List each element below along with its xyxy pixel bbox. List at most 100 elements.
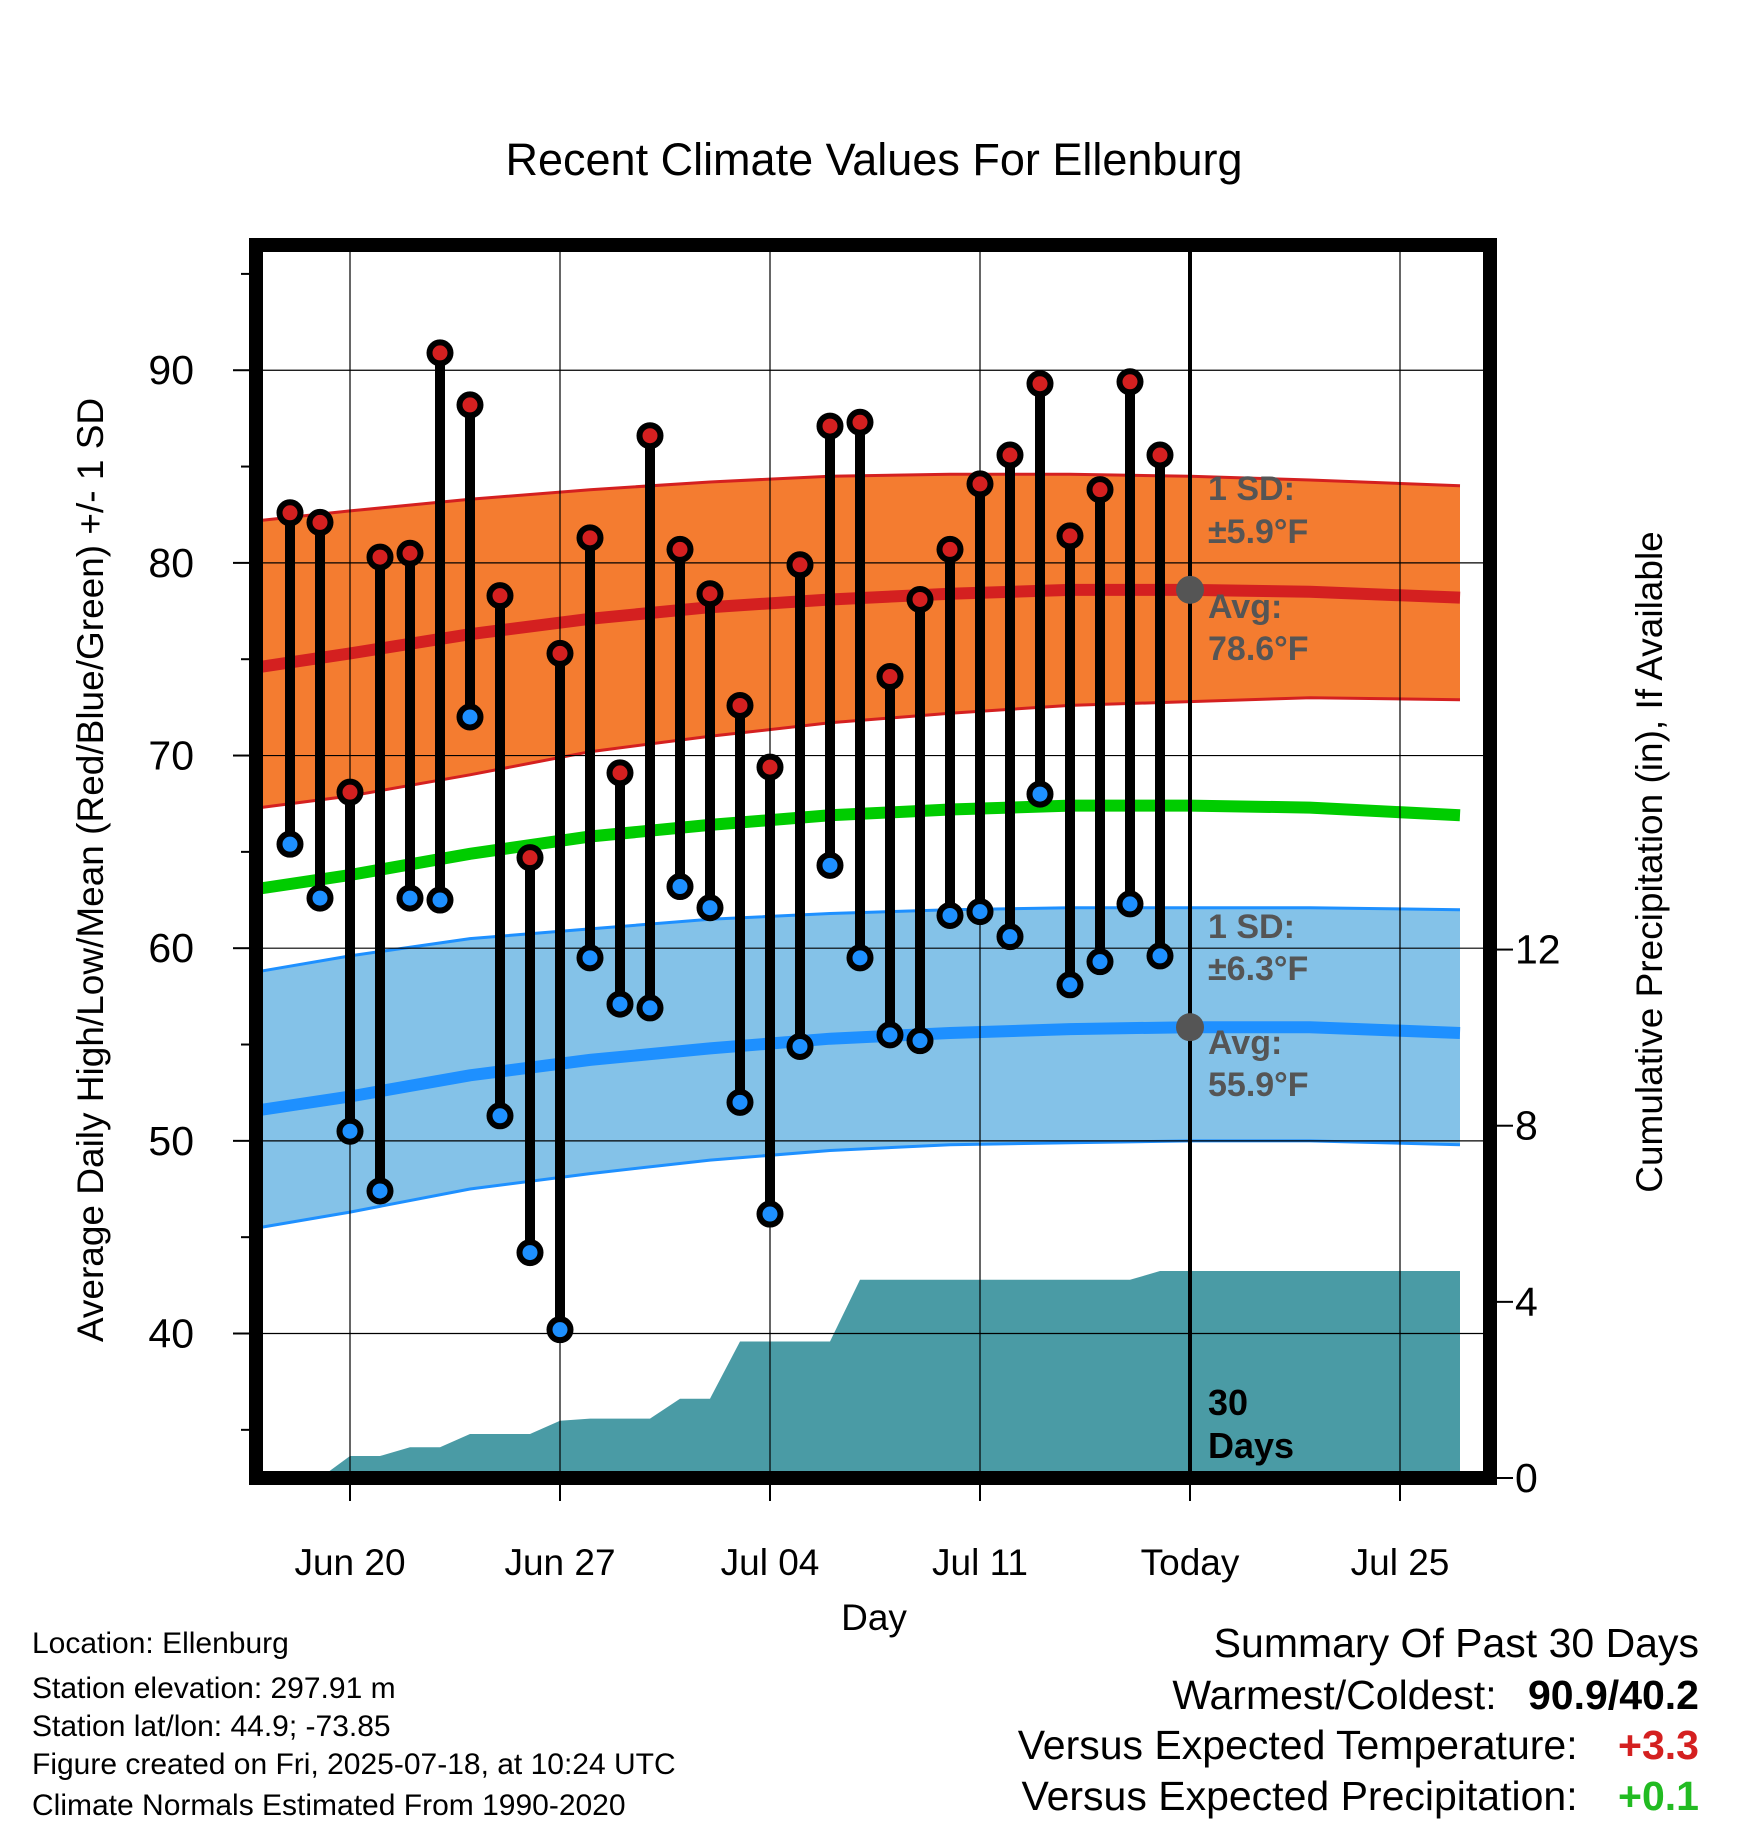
today-low-avg-marker xyxy=(1176,1013,1204,1042)
daily-high-point xyxy=(1146,441,1174,469)
summary-precip-label: Versus Expected Precipitation: xyxy=(1021,1773,1578,1819)
daily-low-point xyxy=(1056,971,1084,999)
info-elevation: Station elevation: 297.91 m xyxy=(32,1672,396,1705)
daily-high-point xyxy=(456,391,484,419)
daily-high-point xyxy=(726,691,754,719)
info-normals: Climate Normals Estimated From 1990-2020 xyxy=(32,1789,626,1822)
daily-low-point xyxy=(336,1117,364,1145)
info-location: Location: Ellenburg xyxy=(32,1627,289,1660)
low-sd-value: ±6.3°F xyxy=(1208,950,1308,988)
daily-high-point xyxy=(516,844,544,872)
y2-tick-label: 4 xyxy=(1515,1279,1538,1325)
x-tick-label: Jun 20 xyxy=(294,1542,405,1583)
daily-low-point xyxy=(1086,948,1114,976)
daily-low-point xyxy=(1026,780,1054,808)
high-sd-label: 1 SD: xyxy=(1208,470,1295,508)
daily-high-point xyxy=(486,582,514,610)
daily-low-point xyxy=(726,1088,754,1116)
low-avg-value: 55.9°F xyxy=(1208,1066,1309,1104)
daily-low-point xyxy=(396,884,424,912)
daily-low-point xyxy=(366,1177,394,1205)
low-avg-line xyxy=(259,1021,1461,1116)
y-tick-label: 90 xyxy=(148,347,194,393)
y-tick-label: 60 xyxy=(148,925,194,971)
plot-frame xyxy=(249,238,1497,1485)
daily-low-point xyxy=(666,873,694,901)
daily-high-point xyxy=(816,412,844,440)
info-created: Figure created on Fri, 2025-07-18, at 10… xyxy=(32,1748,676,1781)
chart-title: Recent Climate Values For Ellenburg xyxy=(505,134,1242,185)
daily-high-point xyxy=(846,408,874,436)
daily-high-point xyxy=(606,759,634,787)
y2-axis-label: Cumulative Precipitation (in), If Availa… xyxy=(1629,531,1670,1193)
summary-precip-value: +0.1 xyxy=(1618,1773,1699,1819)
today-high-avg-marker xyxy=(1176,575,1204,604)
y2-tick-label: 12 xyxy=(1515,927,1561,973)
daily-low-point xyxy=(966,898,994,926)
daily-high-point xyxy=(906,585,934,613)
high-sd-value: ±5.9°F xyxy=(1208,513,1308,551)
days-count-word: Days xyxy=(1208,1425,1294,1466)
daily-high-point xyxy=(1026,370,1054,398)
daily-high-point xyxy=(546,639,574,667)
daily-high-point xyxy=(876,663,904,691)
daily-high-point xyxy=(666,535,694,563)
summary-temp-value: +3.3 xyxy=(1618,1722,1699,1768)
x-axis-label: Day xyxy=(841,1597,907,1638)
y2-tick-label: 8 xyxy=(1515,1103,1538,1149)
daily-high-point xyxy=(636,422,664,450)
daily-high-point xyxy=(966,470,994,498)
daily-low-point xyxy=(936,901,964,929)
y-tick-label: 80 xyxy=(148,540,194,586)
daily-high-point xyxy=(786,551,814,579)
low-sd-label: 1 SD: xyxy=(1208,908,1295,946)
y-tick-label: 70 xyxy=(148,733,194,779)
summary-precip-row: Versus Expected Precipitation: +0.1 xyxy=(1022,1773,1700,1820)
daily-high-point xyxy=(1056,522,1084,550)
summary-temp-row: Versus Expected Temperature: +3.3 xyxy=(1018,1722,1699,1769)
summary-temp-label: Versus Expected Temperature: xyxy=(1017,1722,1578,1768)
daily-low-point xyxy=(486,1102,514,1130)
x-tick-label: Jul 25 xyxy=(1351,1542,1450,1583)
daily-high-point xyxy=(426,339,454,367)
daily-low-point xyxy=(606,990,634,1018)
daily-low-point xyxy=(456,703,484,731)
y-axis-label: Average Daily High/Low/Mean (Red/Blue/Gr… xyxy=(70,398,111,1342)
y2-tick-label: 0 xyxy=(1515,1455,1538,1501)
y-tick-label: 50 xyxy=(148,1118,194,1164)
daily-high-point xyxy=(366,543,394,571)
days-count-number: 30 xyxy=(1208,1382,1248,1423)
high-avg-value: 78.6°F xyxy=(1208,630,1309,668)
daily-high-point xyxy=(276,499,304,527)
daily-low-point xyxy=(576,944,604,972)
daily-low-point xyxy=(846,944,874,972)
daily-high-point xyxy=(396,539,424,567)
daily-high-point xyxy=(1116,368,1144,396)
low-avg-label: Avg: xyxy=(1208,1024,1282,1062)
high-avg-label: Avg: xyxy=(1208,588,1282,626)
daily-high-point xyxy=(1086,476,1114,504)
daily-high-point xyxy=(936,535,964,563)
x-tick-label: Today xyxy=(1141,1542,1240,1583)
x-tick-label: Jul 04 xyxy=(721,1542,820,1583)
daily-low-point xyxy=(426,886,454,914)
daily-high-point xyxy=(336,778,364,806)
daily-low-point xyxy=(786,1032,814,1060)
daily-low-point xyxy=(996,923,1024,951)
daily-low-point xyxy=(546,1316,574,1344)
x-tick-label: Jul 11 xyxy=(932,1542,1028,1583)
daily-high-point xyxy=(756,753,784,781)
daily-low-point xyxy=(1116,890,1144,918)
summary-warmest-label: Warmest/Coldest: xyxy=(1172,1672,1497,1718)
summary-warmest-row: Warmest/Coldest: 90.9/40.2 xyxy=(1172,1672,1699,1719)
x-tick-label: Jun 27 xyxy=(504,1542,615,1583)
daily-low-point xyxy=(816,851,844,879)
low-band-upper-edge xyxy=(259,906,1461,973)
daily-high-point xyxy=(996,441,1024,469)
info-latlon: Station lat/lon: 44.9; -73.85 xyxy=(32,1710,391,1743)
y-tick-label: 40 xyxy=(148,1311,194,1357)
daily-low-point xyxy=(306,884,334,912)
daily-low-point xyxy=(906,1027,934,1055)
daily-high-point xyxy=(696,580,724,608)
